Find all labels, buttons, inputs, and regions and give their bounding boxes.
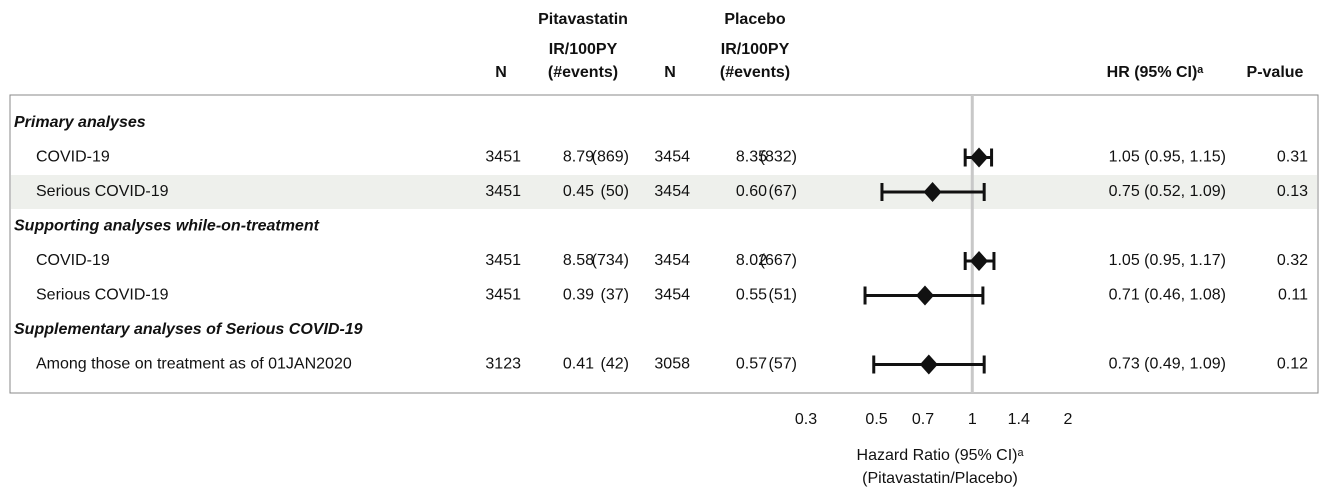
hr-point [919,354,938,375]
p-value: 0.12 [1277,356,1308,373]
ir-value: 0.55 [736,287,767,304]
events-value: (42) [601,356,629,373]
row-label: Serious COVID-19 [36,287,169,304]
row-label: COVID-19 [36,149,110,166]
ir-value: 0.45 [563,183,594,200]
ir-value: 8.35 [736,149,767,166]
ir-value: 0.60 [736,183,767,200]
ir-value: 0.39 [563,287,594,304]
group-header: Pitavastatin [538,11,628,28]
n-value: 3454 [654,183,690,200]
row-label: Among those on treatment as of 01JAN2020 [36,356,352,373]
x-tick-label: 0.5 [865,411,887,428]
col-header: IR/100PY [721,41,790,58]
hr-point [970,147,989,168]
col-header: (#events) [548,64,618,81]
x-tick-label: 0.7 [912,411,934,428]
hr-value: 0.75 (0.52, 1.09) [1109,183,1226,200]
ir-value: 8.02 [736,252,767,269]
n-value: 3454 [654,252,690,269]
p-value: 0.11 [1278,287,1308,304]
n-value: 3451 [485,183,521,200]
hr-value: 0.71 (0.46, 1.08) [1109,287,1226,304]
ir-value: 0.41 [563,356,594,373]
hr-value: 0.73 (0.49, 1.09) [1109,356,1226,373]
col-header: N [664,64,676,81]
frame [9,94,1319,394]
row-shade [11,175,1317,209]
col-header: HR (95% CI)ᵃ [1107,64,1204,81]
p-value: 0.13 [1277,183,1308,200]
n-value: 3451 [485,252,521,269]
ir-value: 0.57 [736,356,767,373]
hr-point [970,251,989,271]
events-value: (734) [592,252,629,269]
events-value: (667) [760,252,797,269]
p-value: 0.31 [1277,149,1308,166]
x-tick-label: 1 [968,411,977,428]
n-value: 3451 [485,149,521,166]
events-value: (37) [601,287,629,304]
x-tick-label: 0.3 [795,411,817,428]
n-value: 3454 [654,149,690,166]
section-heading: Supplementary analyses of Serious COVID-… [14,321,363,338]
events-value: (67) [769,183,797,200]
events-value: (832) [760,149,797,166]
x-axis-label: Hazard Ratio (95% CI)ᵃ [857,447,1025,464]
events-value: (869) [592,149,629,166]
n-value: 3058 [654,356,690,373]
events-value: (50) [601,183,629,200]
events-value: (57) [769,356,797,373]
group-header: Placebo [724,11,786,28]
x-axis-label: (Pitavastatin/Placebo) [862,470,1018,487]
n-value: 3123 [485,356,521,373]
ir-value: 8.79 [563,149,594,166]
n-value: 3454 [654,287,690,304]
col-header: N [495,64,507,81]
ir-value: 8.58 [563,252,594,269]
x-tick-label: 1.4 [1008,411,1030,428]
section-heading: Supporting analyses while-on-treatment [14,218,320,235]
row-label: Serious COVID-19 [36,183,169,200]
hr-point [923,182,942,202]
x-tick-label: 2 [1064,411,1073,428]
row-label: COVID-19 [36,252,110,269]
section-heading: Primary analyses [14,114,146,131]
hr-value: 1.05 (0.95, 1.15) [1109,149,1226,166]
events-value: (51) [769,287,797,304]
p-value: 0.32 [1277,252,1308,269]
col-header: (#events) [720,64,790,81]
hr-value: 1.05 (0.95, 1.17) [1109,252,1226,269]
hr-point [915,285,934,306]
col-header: IR/100PY [549,41,618,58]
n-value: 3451 [485,287,521,304]
col-header: P-value [1247,64,1304,81]
